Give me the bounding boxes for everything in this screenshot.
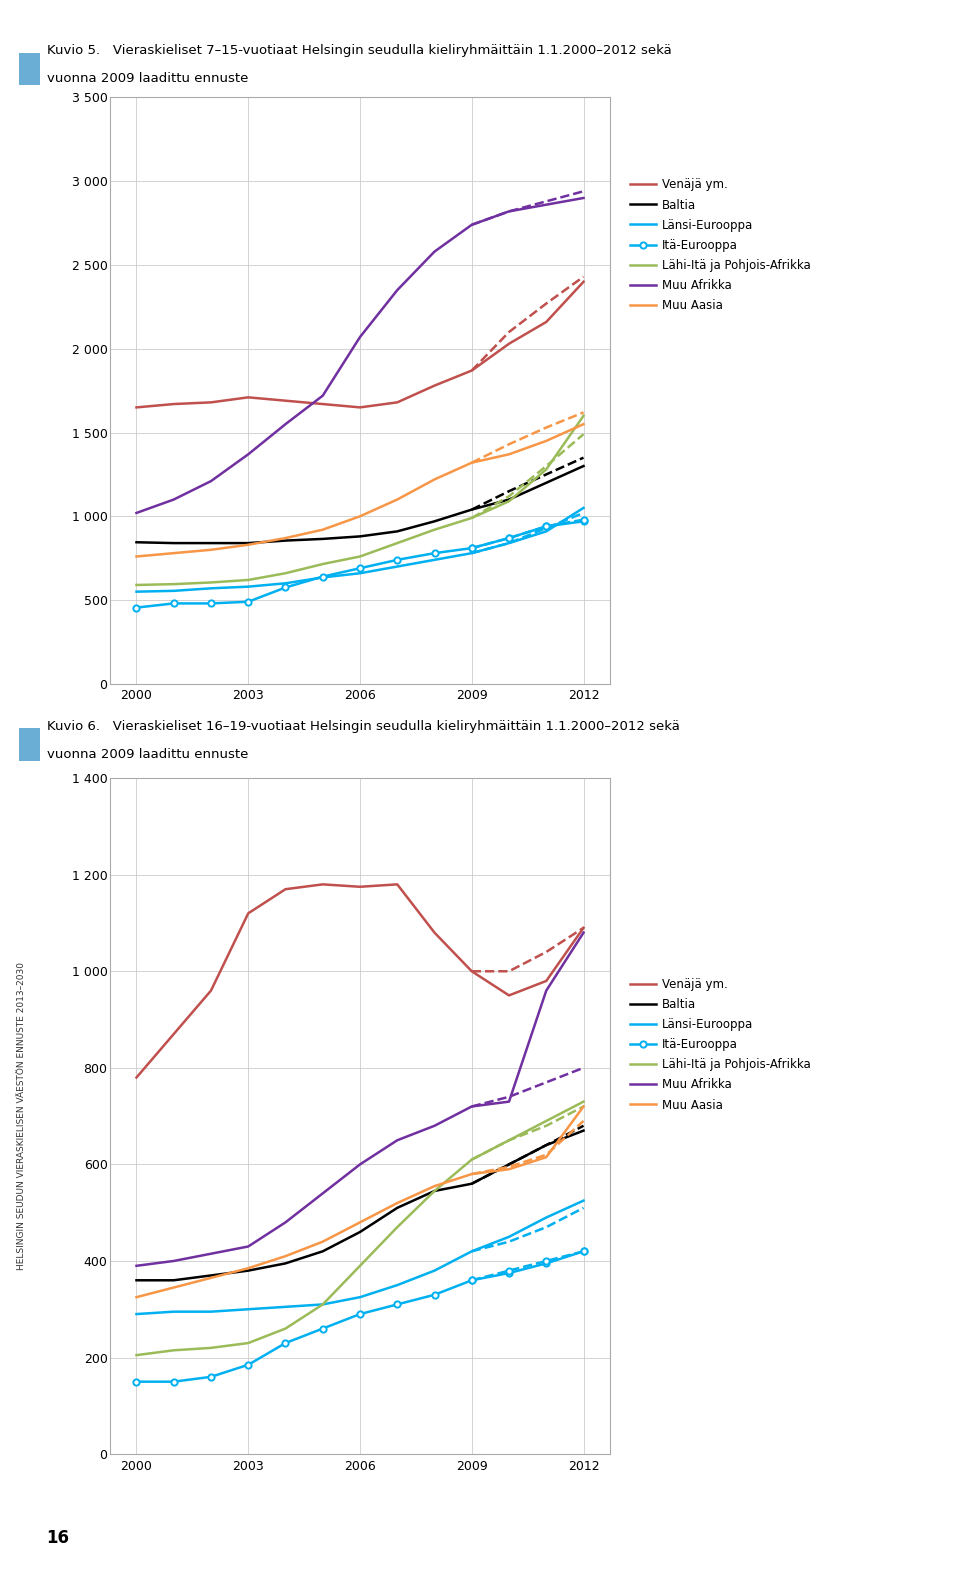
Text: vuonna 2009 laadittu ennuste: vuonna 2009 laadittu ennuste <box>47 748 249 761</box>
Text: Kuvio 5.   Vieraskieliset 7–15-vuotiaat Helsingin seudulla kieliryhmäittäin 1.1.: Kuvio 5. Vieraskieliset 7–15-vuotiaat He… <box>47 44 672 57</box>
Legend: Venäjä ym., Baltia, Länsi-Eurooppa, Itä-Eurooppa, Lähi-Itä ja Pohjois-Afrikka, M: Venäjä ym., Baltia, Länsi-Eurooppa, Itä-… <box>625 973 815 1116</box>
Text: vuonna 2009 laadittu ennuste: vuonna 2009 laadittu ennuste <box>47 72 249 85</box>
Text: HELSINGIN SEUDUN VIERASKIELISEN VÄESTÖN ENNUSTE 2013–2030: HELSINGIN SEUDUN VIERASKIELISEN VÄESTÖN … <box>16 962 26 1270</box>
Text: Kuvio 6.   Vieraskieliset 16–19-vuotiaat Helsingin seudulla kieliryhmäittäin 1.1: Kuvio 6. Vieraskieliset 16–19-vuotiaat H… <box>47 720 680 733</box>
Bar <box>19 728 39 761</box>
Legend: Venäjä ym., Baltia, Länsi-Eurooppa, Itä-Eurooppa, Lähi-Itä ja Pohjois-Afrikka, M: Venäjä ym., Baltia, Länsi-Eurooppa, Itä-… <box>625 174 815 316</box>
Text: 16: 16 <box>46 1530 69 1547</box>
Bar <box>19 52 39 85</box>
